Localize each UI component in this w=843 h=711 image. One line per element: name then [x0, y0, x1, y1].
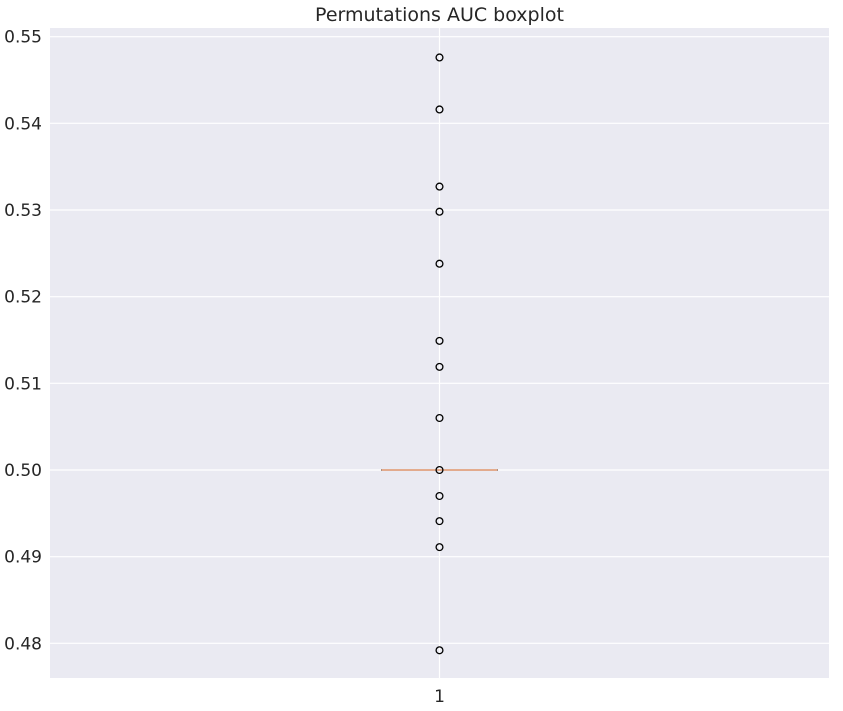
y-tick-label: 0.55: [4, 28, 42, 48]
x-tick-label: 1: [434, 687, 445, 707]
y-tick-label: 0.51: [4, 374, 42, 394]
outlier-point: [435, 646, 444, 655]
outlier-points: [435, 53, 444, 655]
outlier-point: [435, 465, 444, 475]
y-tick-labels: 0.48 0.49 0.50 0.51 0.52 0.53 0.54 0.55: [4, 28, 42, 655]
outlier-point: [435, 182, 444, 191]
y-tick-label: 0.49: [4, 548, 42, 568]
outlier-point: [435, 491, 444, 501]
outlier-point: [435, 207, 444, 216]
outlier-point: [435, 53, 444, 62]
outlier-point: [435, 336, 444, 345]
y-tick-label: 0.50: [4, 461, 42, 481]
y-tick-label: 0.52: [4, 288, 42, 308]
outlier-point: [435, 413, 444, 423]
outlier-point: [435, 362, 444, 371]
y-tick-label: 0.54: [4, 114, 42, 134]
outlier-point: [435, 105, 444, 114]
y-tick-label: 0.48: [4, 634, 42, 654]
x-tick-labels: 1: [434, 687, 445, 707]
outlier-point: [435, 517, 444, 526]
outlier-point: [435, 259, 444, 268]
chart-title: Permutations AUC boxplot: [315, 4, 564, 26]
y-tick-label: 0.53: [4, 201, 42, 221]
outlier-point: [435, 543, 444, 552]
